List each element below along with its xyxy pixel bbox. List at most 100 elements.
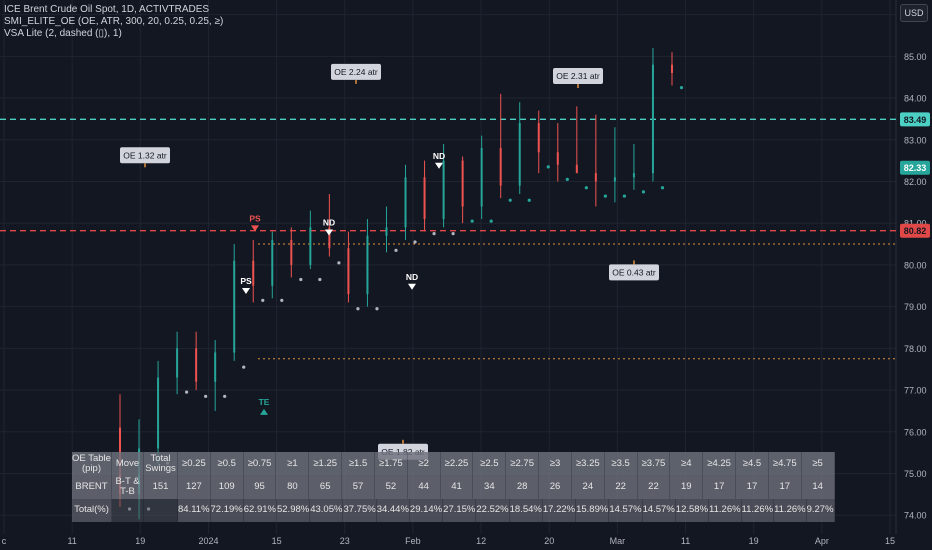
y-tick-label: 80.00 <box>904 260 927 270</box>
y-tick-label: 75.00 <box>904 469 927 479</box>
oe-table-cell <box>112 498 144 522</box>
indicator-dot <box>470 219 474 223</box>
oe-table-cell: ≥3.75 <box>637 452 671 476</box>
indicator-dot <box>432 232 436 236</box>
oe-callout-text: OE 2.31 atr <box>556 71 600 81</box>
y-tick-label: 83.00 <box>904 135 927 145</box>
y-tick-label: 84.00 <box>904 94 927 104</box>
oe-table-cell: OE Table (pip) <box>72 452 112 476</box>
oe-table-cell: 22 <box>637 475 671 499</box>
oe-table-cell: 17 <box>768 475 802 499</box>
candle-body <box>290 239 293 265</box>
oe-table-cell: 14 <box>801 475 835 499</box>
price-label-bg <box>900 112 930 127</box>
oe-table-cell: ≥0.25 <box>178 452 211 476</box>
oe-table-cell: 19 <box>670 475 704 499</box>
oe-callout-text: OE 2.24 atr <box>334 67 378 77</box>
oe-table-cell: 43.05% <box>310 498 344 522</box>
oe-table-cell: 27.15% <box>443 498 477 522</box>
oe-table-cell: 34 <box>473 475 507 499</box>
candle-body <box>328 227 331 249</box>
candle-body <box>214 352 217 382</box>
oe-table-cell: 44 <box>407 475 441 499</box>
y-tick-label: 77.00 <box>904 386 927 396</box>
x-tick-label: 11 <box>681 536 690 546</box>
oe-table-cell: 14.57% <box>609 498 643 522</box>
oe-callout-box <box>331 63 381 80</box>
candle-body <box>347 248 350 295</box>
indicator-dot <box>394 248 398 252</box>
last-price-label: 82.33 <box>904 163 927 173</box>
price-label: 83.49 <box>904 115 927 125</box>
oe-table-cell: 62.91% <box>243 498 277 522</box>
indicator-dot <box>546 165 550 169</box>
oe-table-cell: 34.44% <box>376 498 410 522</box>
last-price-bg <box>900 160 930 175</box>
candle-body <box>671 64 673 74</box>
oe-table-cell: 52 <box>374 475 408 499</box>
vsa-marker-label: ND <box>433 151 445 161</box>
indicator-dot <box>622 194 627 198</box>
indicator-dot <box>603 194 607 198</box>
oe-table-cell: ≥2 <box>407 452 441 476</box>
price-label: 80.82 <box>904 226 927 236</box>
oe-table-cell: BRENT <box>72 475 112 499</box>
oe-table-cell: ≥2.25 <box>440 452 474 476</box>
candle-body <box>575 164 578 174</box>
candle-body <box>556 152 559 165</box>
oe-table-cell: 109 <box>210 475 244 499</box>
oe-table-cell: 72.19% <box>210 498 244 522</box>
y-tick-label: 82.00 <box>904 177 927 187</box>
legend-indicator-vsa[interactable]: VSA Lite (2, dashed (▯), 1) <box>4 28 122 39</box>
indicator-dot <box>660 186 665 190</box>
vsa-marker-arrow <box>242 287 250 294</box>
vsa-marker-label: ND <box>406 272 418 282</box>
x-tick-label: Apr <box>815 536 829 546</box>
oe-callout-text: OE 1.32 atr <box>123 150 167 160</box>
indicator-dot <box>223 394 227 398</box>
oe-table-cell: ≥2.75 <box>506 452 540 476</box>
currency-button[interactable]: USD <box>900 4 928 22</box>
vsa-marker-arrow <box>260 408 268 415</box>
candle-body <box>613 177 616 182</box>
indicator-dot <box>584 186 588 190</box>
oe-table-cell: 22 <box>604 475 638 499</box>
x-tick-label: 19 <box>749 536 759 546</box>
oe-table-cell: Move <box>112 452 144 476</box>
oe-table-cell: 14.57% <box>642 498 676 522</box>
oe-table-cell: 52.98% <box>276 498 311 522</box>
x-tick-label: 11 <box>67 536 76 546</box>
indicator-dot <box>185 390 189 394</box>
oe-table-cell: 18.54% <box>509 498 543 522</box>
oe-table-cell: 151 <box>144 475 178 499</box>
oe-table-cell: 84.11% <box>178 498 211 522</box>
oe-table-brent-row: BRENT B-T & T-B 151 127 109 95 80 65 57 52 44 41 34 2… <box>72 475 835 499</box>
candle-body <box>423 177 426 220</box>
legend-indicator-oe[interactable]: SMI_ELITE_OE (OE, ATR, 300, 20, 0.25, 0.… <box>4 16 224 27</box>
oe-table-cell: 12.58% <box>675 498 710 522</box>
oe-table-cell: ≥1.25 <box>309 452 343 476</box>
legend-symbol[interactable]: ICE Brent Crude Oil Spot, 1D, ACTIVTRADE… <box>4 4 210 15</box>
oe-table-total-row: Total(%) 84.11% 72.19% 62.91% 52.98% 43.05% 37… <box>72 498 835 522</box>
candle-body <box>537 123 540 153</box>
x-tick-label: 15 <box>885 536 895 546</box>
x-tick-label: 19 <box>135 536 145 546</box>
oe-table-cell: 17.22% <box>542 498 577 522</box>
x-tick-label: 12 <box>476 536 486 546</box>
oe-table-cell: ≥4.75 <box>768 452 802 476</box>
candle-body <box>594 173 597 182</box>
candle-body <box>499 148 502 186</box>
oe-table-cell: 11.26% <box>741 498 775 522</box>
oe-callout-box <box>609 264 659 281</box>
oe-table-cell: ≥5 <box>801 452 835 476</box>
y-tick-label: 79.00 <box>904 302 927 312</box>
candle-body <box>632 173 635 178</box>
oe-table-cell: 11.26% <box>774 498 807 522</box>
x-tick-label: c <box>2 536 7 546</box>
oe-table-cell: 28 <box>506 475 540 499</box>
oe-table-cell: ≥3.25 <box>571 452 605 476</box>
oe-table-cell: 80 <box>276 475 310 499</box>
oe-table-cell: ≥1 <box>276 452 310 476</box>
oe-table-cell: 41 <box>440 475 474 499</box>
candle-body <box>176 348 179 378</box>
